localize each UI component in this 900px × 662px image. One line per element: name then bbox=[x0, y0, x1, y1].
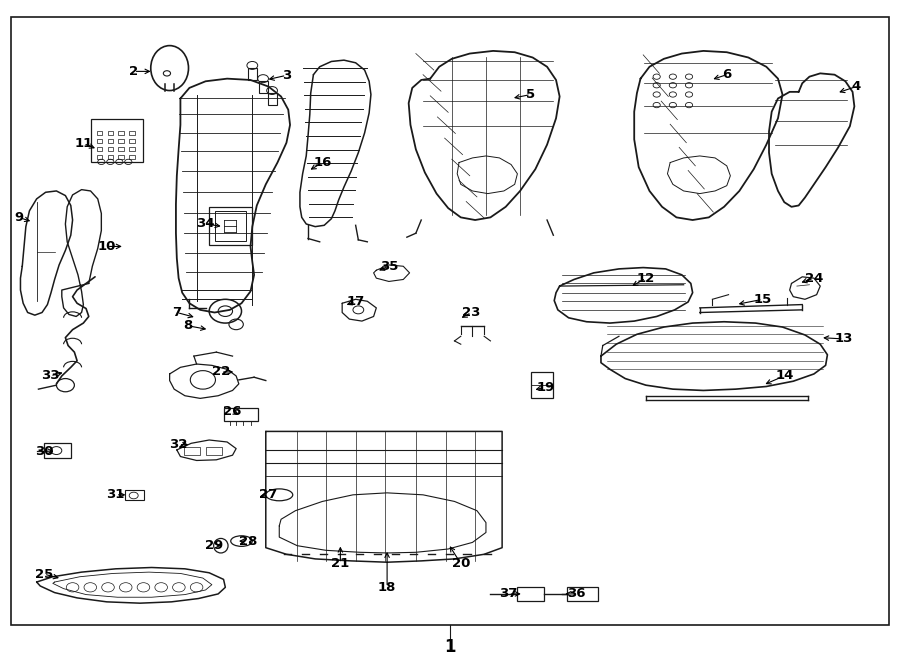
Bar bbox=[258, 81, 267, 93]
Bar bbox=[119, 155, 124, 159]
Bar bbox=[214, 211, 246, 241]
Text: 13: 13 bbox=[834, 332, 853, 346]
Bar bbox=[567, 587, 598, 600]
Bar bbox=[108, 139, 113, 143]
Text: 30: 30 bbox=[34, 445, 53, 457]
Text: 12: 12 bbox=[637, 271, 655, 285]
Text: 33: 33 bbox=[40, 369, 59, 383]
Bar bbox=[44, 444, 71, 458]
Text: 14: 14 bbox=[775, 369, 794, 383]
Bar bbox=[130, 147, 135, 151]
Text: 31: 31 bbox=[106, 489, 125, 501]
Bar bbox=[223, 408, 257, 421]
Text: 36: 36 bbox=[568, 587, 586, 600]
Text: 34: 34 bbox=[196, 218, 215, 230]
Text: 16: 16 bbox=[313, 156, 331, 169]
Text: 20: 20 bbox=[452, 557, 470, 570]
Text: 11: 11 bbox=[74, 137, 93, 150]
Bar bbox=[119, 147, 124, 151]
Bar bbox=[97, 131, 103, 135]
Bar bbox=[518, 587, 544, 600]
Text: 24: 24 bbox=[805, 271, 824, 285]
Text: 25: 25 bbox=[35, 567, 53, 581]
Text: 27: 27 bbox=[259, 489, 277, 501]
Text: 17: 17 bbox=[346, 295, 364, 308]
Text: 28: 28 bbox=[238, 535, 257, 547]
Text: 21: 21 bbox=[331, 557, 349, 570]
Text: 26: 26 bbox=[223, 405, 242, 418]
Bar bbox=[108, 155, 113, 159]
Text: 7: 7 bbox=[172, 306, 182, 319]
Bar bbox=[119, 131, 124, 135]
Bar bbox=[97, 147, 103, 151]
Bar bbox=[130, 155, 135, 159]
Text: 35: 35 bbox=[380, 260, 398, 273]
Bar bbox=[97, 139, 103, 143]
Bar bbox=[125, 490, 145, 500]
Bar bbox=[130, 139, 135, 143]
Text: 1: 1 bbox=[445, 638, 455, 656]
Text: 37: 37 bbox=[500, 587, 518, 600]
Text: 3: 3 bbox=[282, 69, 291, 82]
Bar bbox=[267, 93, 276, 105]
Text: 15: 15 bbox=[753, 293, 772, 306]
Text: 22: 22 bbox=[212, 365, 230, 379]
Text: 4: 4 bbox=[851, 80, 860, 93]
Bar bbox=[119, 139, 124, 143]
Bar bbox=[531, 372, 554, 399]
Bar bbox=[130, 131, 135, 135]
Text: 8: 8 bbox=[183, 319, 193, 332]
Text: 5: 5 bbox=[526, 88, 536, 101]
Text: 19: 19 bbox=[536, 381, 554, 394]
Bar bbox=[205, 448, 221, 455]
Text: 6: 6 bbox=[722, 68, 732, 81]
Text: 23: 23 bbox=[463, 306, 481, 319]
Bar bbox=[108, 131, 113, 135]
Bar bbox=[108, 147, 113, 151]
Bar bbox=[91, 119, 143, 162]
Text: 10: 10 bbox=[97, 240, 116, 253]
Text: 2: 2 bbox=[129, 65, 139, 78]
Text: 32: 32 bbox=[169, 438, 188, 451]
Bar bbox=[248, 68, 256, 80]
Bar bbox=[97, 155, 103, 159]
Text: 9: 9 bbox=[14, 211, 23, 224]
Bar bbox=[184, 448, 200, 455]
Text: 29: 29 bbox=[205, 539, 224, 552]
Bar bbox=[209, 207, 252, 245]
Text: 18: 18 bbox=[378, 581, 396, 594]
